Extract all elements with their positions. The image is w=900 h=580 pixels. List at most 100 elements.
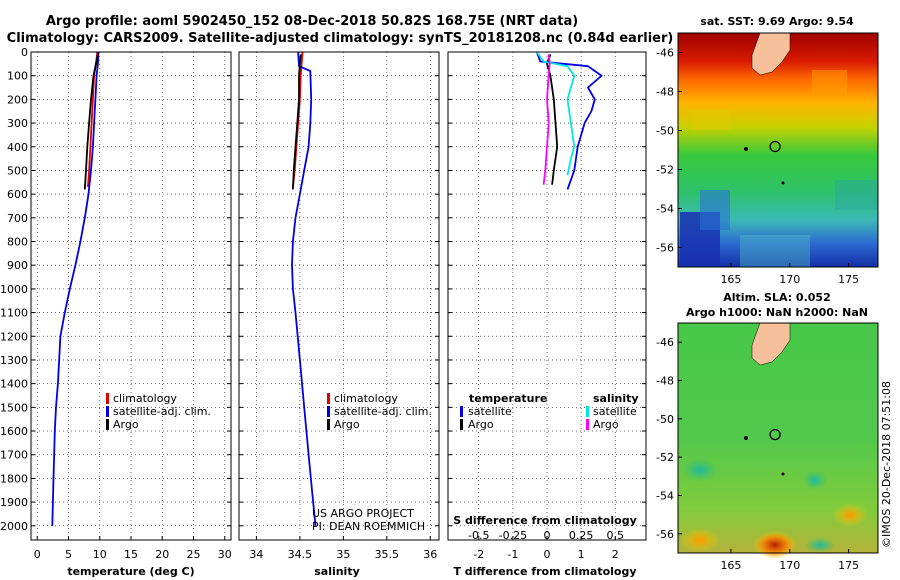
x-tick-label: 35 xyxy=(336,548,350,561)
legend-title-salinity: salinity xyxy=(593,392,639,405)
map-y-tick-label: -54 xyxy=(656,490,674,503)
map-y-tick-label: -48 xyxy=(656,86,674,99)
x-tick-label: 10 xyxy=(93,548,107,561)
temperature-legend: climatology satellite-adj. clim. Argo xyxy=(106,392,211,431)
legend-label-climatology: climatology xyxy=(113,392,177,405)
difference-panel: -2 -1 0 1 2 T difference from climatology S … xyxy=(447,51,647,578)
legend-swatch-s-argo xyxy=(586,419,589,430)
y-tick-label: 700 xyxy=(7,212,28,225)
y-tick-label: 100 xyxy=(7,70,28,83)
project-credit-line2: PI: DEAN ROEMMICH xyxy=(312,520,425,533)
salinity-panel: 34 34.5 35 35.5 36 salinity climatology sate… xyxy=(238,51,440,578)
series-satellite-adj-clim- xyxy=(291,51,317,526)
x-tick-label: 0 xyxy=(34,548,41,561)
sst-profile-location-marker xyxy=(769,140,781,153)
map-x-tick-label: 175 xyxy=(838,273,859,286)
y-tick-label: 1600 xyxy=(0,425,28,438)
x-tick-label: 2 xyxy=(612,548,619,561)
y-tick-label: 1900 xyxy=(0,496,28,509)
figure-title-line1: Argo profile: aoml 5902450_152 08-Dec-20… xyxy=(46,14,578,29)
legend-label-satellite: satellite-adj. clim. xyxy=(113,405,211,418)
salinity-xlabel: salinity xyxy=(314,565,360,578)
x-tick-label: -1 xyxy=(507,548,518,561)
y-tick-label: 2000 xyxy=(0,520,28,533)
s-diff-tick-label: -0.25 xyxy=(499,529,527,542)
legend-swatch-satellite xyxy=(106,406,109,417)
x-tick-label: 15 xyxy=(124,548,138,561)
legend-label-satellite: satellite-adj. clim. xyxy=(334,405,432,418)
y-tick-label: 200 xyxy=(7,93,28,106)
sla-map-title-line2: Argo h1000: NaN h2000: NaN xyxy=(686,306,868,319)
imos-credit: ©IMOS 20-Dec-2018 07:51:08 xyxy=(880,381,893,548)
x-tick-label: 30 xyxy=(218,548,232,561)
y-tick-label: 1800 xyxy=(0,472,28,485)
x-tick-label: 5 xyxy=(65,548,72,561)
map-y-tick-label: -52 xyxy=(656,164,674,177)
difference-legend: temperature salinity satellite Argo sate… xyxy=(460,392,639,431)
sst-map-panel: sat. SST: 9.69 Argo: 9.54 -46 -48 -50 -52 -5… xyxy=(656,15,879,286)
legend-title-temperature: temperature xyxy=(469,392,547,405)
legend-swatch-climatology xyxy=(106,393,109,404)
y-tick-label: 400 xyxy=(7,141,28,154)
map-x-tick-label: 170 xyxy=(779,559,800,572)
x-tick-label: 35.5 xyxy=(375,548,400,561)
y-tick-label: 500 xyxy=(7,164,28,177)
map-y-tick-label: -54 xyxy=(656,203,674,216)
series-argo xyxy=(83,54,99,190)
sst-texture xyxy=(680,70,878,267)
x-tick-label: 0 xyxy=(544,548,551,561)
sst-land-new-zealand xyxy=(751,32,791,76)
x-tick-label: 34 xyxy=(249,548,263,561)
s-diff-tick-label: 0.5 xyxy=(607,529,625,542)
temperature-axes-frame xyxy=(30,51,232,541)
legend-label-argo: Argo xyxy=(113,418,139,431)
map-y-tick-label: -46 xyxy=(656,47,674,60)
series-argo xyxy=(292,54,302,190)
sla-profile-location-marker xyxy=(769,428,781,441)
legend-swatch-t-satellite xyxy=(460,406,463,417)
sla-anomalies xyxy=(680,458,868,559)
y-tick-label: 900 xyxy=(7,259,28,272)
sla-land-new-zealand xyxy=(751,322,791,366)
legend-swatch-satellite xyxy=(327,406,330,417)
map-x-tick-label: 165 xyxy=(720,559,741,572)
sla-map-frame xyxy=(677,322,879,554)
legend-label-s-satellite: satellite xyxy=(593,405,637,418)
salinity-legend: climatology satellite-adj. clim. Argo xyxy=(327,392,432,431)
map-y-tick-label: -52 xyxy=(656,451,674,464)
difference-xlabel-t: T difference from climatology xyxy=(453,565,636,578)
salinity-axes-frame xyxy=(238,51,440,541)
s-diff-tick-label: -0.5 xyxy=(468,529,489,542)
sla-island-campbell xyxy=(781,472,785,476)
difference-xlabel-s: S difference from climatology xyxy=(453,514,637,527)
y-tick-label: 300 xyxy=(7,117,28,130)
y-tick-label: 600 xyxy=(7,188,28,201)
legend-label-climatology: climatology xyxy=(334,392,398,405)
y-tick-label: 1100 xyxy=(0,307,28,320)
x-tick-label: 25 xyxy=(187,548,201,561)
y-tick-label: 1300 xyxy=(0,354,28,367)
sst-island-campbell xyxy=(781,181,785,185)
map-y-tick-label: -56 xyxy=(656,528,674,541)
x-tick-label: 36 xyxy=(423,548,437,561)
y-tick-label: 0 xyxy=(21,46,28,59)
legend-swatch-argo xyxy=(327,419,330,430)
x-tick-label: 20 xyxy=(155,548,169,561)
map-x-tick-label: 175 xyxy=(838,559,859,572)
map-y-tick-label: -46 xyxy=(656,336,674,349)
sla-map-title-line1: Altim. SLA: 0.052 xyxy=(723,291,830,304)
difference-axes-frame xyxy=(447,51,647,541)
x-tick-label: -2 xyxy=(473,548,484,561)
y-tick-label: 1700 xyxy=(0,449,28,462)
legend-label-argo: Argo xyxy=(334,418,360,431)
legend-swatch-argo xyxy=(106,419,109,430)
legend-label-t-satellite: satellite xyxy=(468,405,512,418)
y-tick-label: 1500 xyxy=(0,401,28,414)
sla-map-panel: Altim. SLA: 0.052 Argo h1000: NaN h2000:… xyxy=(656,291,879,572)
map-y-tick-label: -50 xyxy=(656,413,674,426)
legend-swatch-climatology xyxy=(327,393,330,404)
legend-swatch-s-satellite xyxy=(586,406,589,417)
x-tick-label: 34.5 xyxy=(288,548,313,561)
sst-map-frame xyxy=(677,32,879,268)
